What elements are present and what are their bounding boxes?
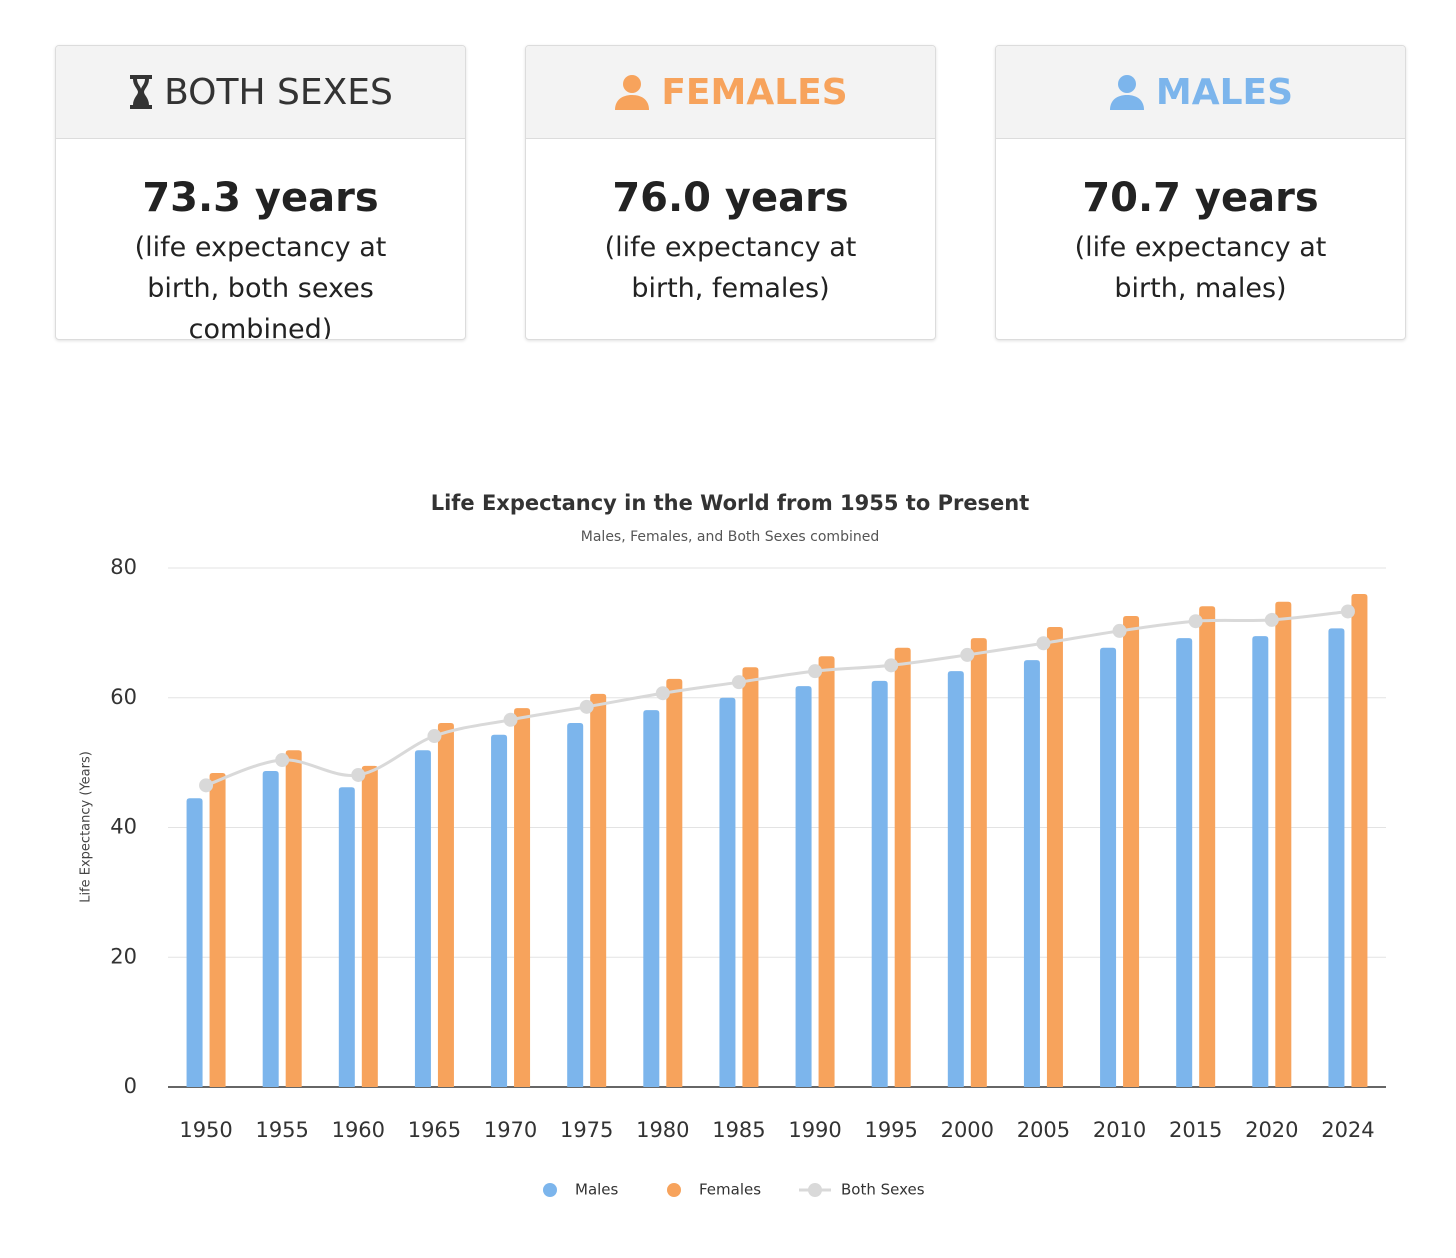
x-tick-label: 2010	[1093, 1118, 1146, 1142]
line-marker	[275, 753, 290, 768]
x-tick-label: 1990	[788, 1118, 841, 1142]
card: FEMALES 76.0 years (life expectancy at b…	[525, 45, 936, 340]
card-header: FEMALES	[526, 46, 935, 139]
bar	[818, 656, 835, 1087]
x-tick-label: 2000	[941, 1118, 994, 1142]
bar	[491, 734, 508, 1087]
bar	[285, 750, 302, 1087]
bar	[186, 798, 203, 1087]
bar	[666, 678, 683, 1087]
female-icon	[615, 75, 650, 110]
line-marker	[884, 658, 899, 673]
bar	[871, 680, 888, 1087]
legend-marker	[667, 1183, 681, 1197]
male-icon	[1109, 75, 1144, 110]
bar	[643, 710, 660, 1087]
line	[205, 609, 1349, 787]
bar	[262, 771, 279, 1087]
bar	[894, 647, 911, 1087]
x-tick-label: 1965	[408, 1118, 461, 1142]
x-tick-label: 2020	[1245, 1118, 1298, 1142]
card-description: (life expectancy at birth, males)	[1074, 232, 1327, 304]
y-tick-label: 80	[110, 555, 137, 579]
x-tick-label: 1955	[255, 1118, 308, 1142]
card-header: BOTH SEXES	[56, 46, 465, 139]
bar	[209, 773, 226, 1087]
line-marker	[1112, 623, 1127, 638]
x-tick-label: 1960	[332, 1118, 385, 1142]
line-marker	[1264, 612, 1279, 627]
legend-marker	[808, 1183, 822, 1197]
line-marker	[579, 699, 594, 714]
bar	[1023, 660, 1040, 1087]
chart-title: Life Expectancy in the World from 1955 t…	[431, 491, 1030, 515]
y-tick-label: 20	[110, 944, 137, 968]
x-tick-label: 2005	[1017, 1118, 1070, 1142]
bar	[742, 667, 759, 1087]
bar	[514, 708, 531, 1087]
legend-label: Both Sexes	[841, 1181, 925, 1199]
bar	[1328, 628, 1345, 1087]
bar	[1176, 638, 1193, 1087]
bar	[437, 723, 454, 1087]
card-value: 73.3 years	[142, 175, 379, 221]
x-tick-label: 1980	[636, 1118, 689, 1142]
bar	[719, 697, 736, 1087]
bar	[414, 750, 431, 1087]
card-description: (life expectancy at birth, both sexes co…	[134, 232, 387, 340]
x-tick-label: 1985	[712, 1118, 765, 1142]
bar	[1100, 647, 1117, 1087]
line-marker	[1340, 604, 1355, 619]
bar	[947, 671, 964, 1087]
card-description: (life expectancy at birth, females)	[604, 232, 857, 304]
card-value: 76.0 years	[612, 175, 849, 221]
bar	[1351, 593, 1368, 1087]
x-tick-label: 1975	[560, 1118, 613, 1142]
card-title: BOTH SEXES	[164, 71, 393, 113]
line-marker	[808, 664, 823, 679]
x-tick-label: 2024	[1321, 1118, 1374, 1142]
x-tick-label: 1970	[484, 1118, 537, 1142]
bar	[567, 723, 584, 1087]
card-header: MALES	[996, 46, 1405, 139]
line-marker	[351, 767, 366, 782]
bar	[590, 693, 607, 1087]
hourglass-icon	[130, 75, 153, 109]
y-tick-label: 0	[124, 1074, 137, 1098]
card-title: MALES	[1155, 71, 1294, 113]
x-tick-label: 2015	[1169, 1118, 1222, 1142]
card: MALES 70.7 years (life expectancy at bir…	[995, 45, 1406, 340]
bar	[1275, 601, 1292, 1087]
legend-marker	[543, 1183, 557, 1197]
x-tick-label: 1995	[864, 1118, 917, 1142]
line-marker	[503, 712, 518, 727]
chart-subtitle: Males, Females, and Both Sexes combined	[581, 529, 879, 545]
line-marker	[655, 686, 670, 701]
bar	[1252, 636, 1269, 1087]
card-title: FEMALES	[661, 71, 848, 113]
card: BOTH SEXES 73.3 years (life expectancy a…	[55, 45, 466, 340]
bar	[1046, 627, 1063, 1087]
y-tick-label: 40	[110, 815, 137, 839]
legend-label: Females	[699, 1181, 761, 1199]
bar	[338, 787, 355, 1087]
bar	[1123, 616, 1140, 1087]
legend-label: Males	[575, 1181, 619, 1199]
card-value: 70.7 years	[1082, 175, 1319, 221]
line-marker	[1036, 636, 1051, 651]
line-marker	[427, 729, 442, 744]
y-axis-label: Life Expectancy (Years)	[79, 751, 94, 903]
line-marker	[1188, 614, 1203, 629]
line-marker	[960, 647, 975, 662]
bar	[361, 765, 378, 1087]
bar	[1199, 606, 1216, 1087]
x-tick-label: 1950	[179, 1118, 232, 1142]
bar	[795, 686, 812, 1087]
bar	[970, 638, 987, 1087]
line-marker	[199, 778, 214, 793]
y-tick-label: 60	[110, 685, 137, 709]
line-marker	[731, 675, 746, 690]
